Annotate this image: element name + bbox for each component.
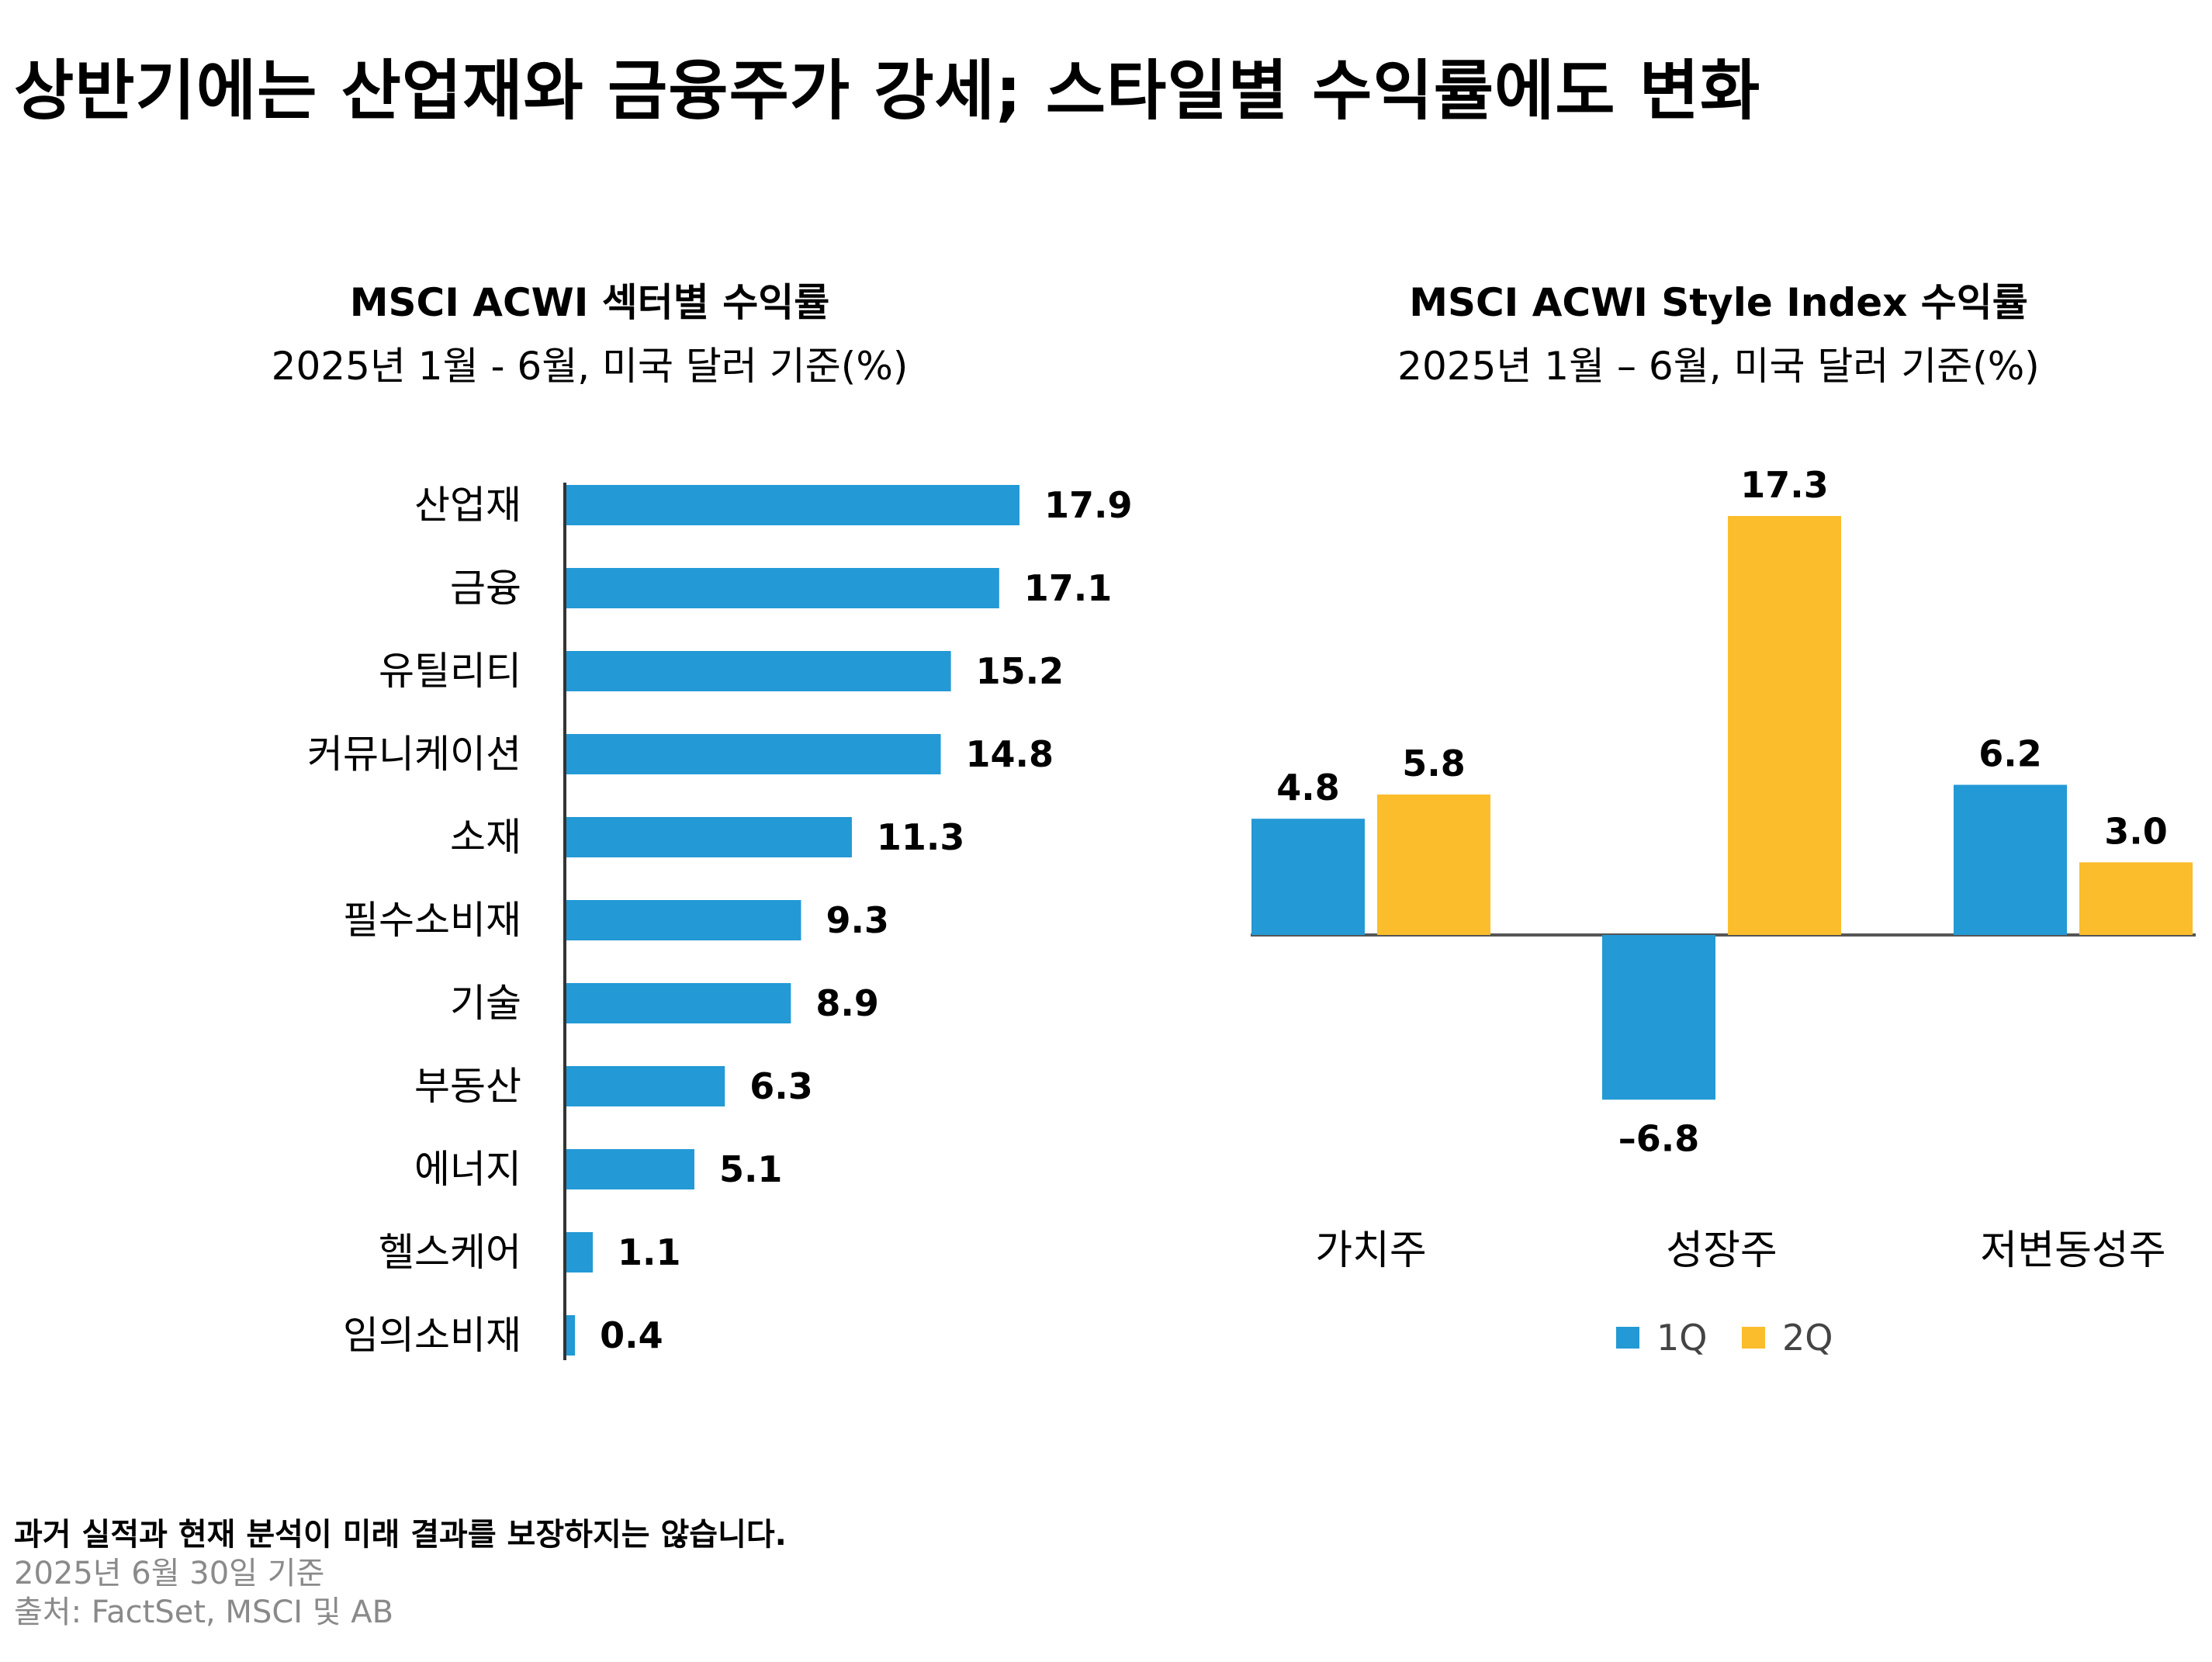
- sector-category-label: 기술: [450, 981, 521, 1026]
- sector-category-label: 에너지: [414, 1147, 521, 1192]
- legend-label: 1Q: [1656, 1317, 1707, 1359]
- sector-category-label: 금융: [450, 566, 521, 611]
- sector-bar: [565, 485, 1019, 525]
- sector-value-label: 17.1: [1024, 567, 1113, 609]
- style-category-label: 저변동성주: [1980, 1227, 2165, 1274]
- style-bar: [1728, 516, 1841, 935]
- sector-bar: [565, 568, 999, 608]
- sector-bar: [565, 817, 852, 857]
- style-value-label: 4.8: [1276, 767, 1340, 808]
- source-text: 출처: FactSet, MSCI 및 AB: [14, 1594, 394, 1630]
- style-bar: [1602, 935, 1715, 1100]
- sector-bar: [565, 1149, 694, 1189]
- style-value-label: 6.2: [1978, 732, 2042, 774]
- style-value-label: 17.3: [1740, 464, 1829, 506]
- sector-chart-subtitle: 2025년 1월 - 6월, 미국 달러 기준(%): [271, 344, 909, 389]
- sector-value-label: 14.8: [966, 733, 1054, 775]
- style-category-label: 성장주: [1666, 1227, 1778, 1274]
- page-title: 상반기에는 산업재와 금융주가 강세; 스타일별 수익률에도 변화: [14, 53, 1761, 129]
- sector-category-label: 산업재: [414, 483, 521, 528]
- style-value-label: –6.8: [1618, 1117, 1700, 1159]
- sector-value-label: 11.3: [877, 816, 965, 858]
- sector-value-label: 17.9: [1044, 484, 1133, 526]
- legend-label: 2Q: [1782, 1317, 1833, 1359]
- legend-swatch: [1616, 1327, 1639, 1349]
- sector-category-label: 부동산: [414, 1064, 521, 1109]
- sector-value-label: 9.3: [826, 899, 889, 941]
- style-chart-header: MSCI ACWI Style Index 수익률 2025년 1월 – 6월,…: [1226, 272, 2211, 391]
- style-chart-title: MSCI ACWI Style Index 수익률: [1409, 280, 2028, 325]
- sector-bar: [565, 734, 941, 774]
- sector-value-label: 5.1: [719, 1148, 783, 1190]
- sector-value-label: 15.2: [976, 650, 1064, 692]
- sector-category-label: 필수소비재: [343, 898, 521, 943]
- style-bar: [1251, 819, 1365, 935]
- sector-value-label: 6.3: [749, 1065, 813, 1107]
- sector-bar: [565, 1232, 594, 1272]
- sector-value-label: 8.9: [815, 982, 879, 1024]
- sector-category-label: 커뮤니케이션: [307, 732, 521, 777]
- sector-chart-header: MSCI ACWI 섹터별 수익률 2025년 1월 - 6월, 미국 달러 기…: [93, 272, 1086, 391]
- style-bar: [1377, 794, 1490, 935]
- style-value-label: 5.8: [1402, 743, 1466, 784]
- sector-category-label: 유틸리티: [379, 649, 521, 694]
- style-bar: [1954, 784, 2067, 935]
- style-bar: [2079, 862, 2193, 935]
- sector-category-label: 헬스케어: [379, 1230, 521, 1275]
- legend-swatch: [1742, 1327, 1765, 1349]
- sector-value-label: 1.1: [618, 1231, 681, 1273]
- style-category-label: 가치주: [1315, 1227, 1427, 1274]
- sector-value-label: 0.4: [600, 1314, 663, 1356]
- sector-bar: [565, 1066, 725, 1106]
- sector-category-label: 임의소비재: [343, 1313, 521, 1358]
- sector-chart-title: MSCI ACWI 섹터별 수익률: [349, 280, 830, 325]
- as-of-date: 2025년 6월 30일 기준: [14, 1556, 325, 1591]
- disclaimer-text: 과거 실적과 현재 분석이 미래 결과를 보장하지는 않습니다.: [14, 1517, 787, 1553]
- sector-bar: [565, 900, 801, 940]
- sector-bar: [565, 983, 791, 1023]
- sector-bar: [565, 1315, 576, 1356]
- sector-category-label: 소재: [450, 815, 521, 860]
- sector-bar: [565, 651, 951, 691]
- style-value-label: 3.0: [2104, 810, 2168, 852]
- style-chart-subtitle: 2025년 1월 – 6월, 미국 달러 기준(%): [1397, 344, 2040, 389]
